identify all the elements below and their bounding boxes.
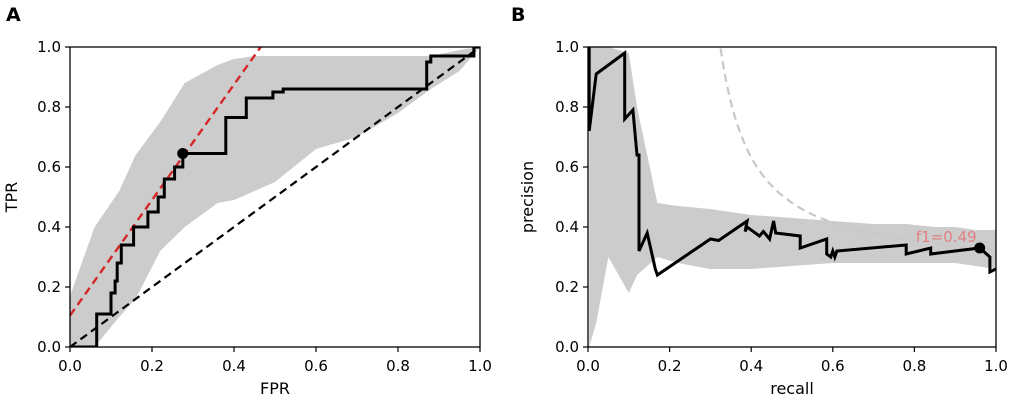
panel-letter: B bbox=[511, 4, 525, 26]
y-tick-label: 0.2 bbox=[37, 278, 61, 296]
x-tick-label: 0.2 bbox=[140, 357, 164, 375]
y-tick-label: 0.8 bbox=[37, 98, 61, 116]
confidence-band bbox=[589, 47, 996, 347]
plot-area bbox=[588, 47, 996, 347]
panel-b: f1=0.49 0.0 0.2 0.4 0.6 0.8 1.0 0.0 0.2 0.4 0.6 0.8… bbox=[511, 4, 1008, 398]
y-tick-label: 0.2 bbox=[555, 278, 579, 296]
x-tick-label: 0.8 bbox=[386, 357, 410, 375]
axes-frame bbox=[587, 46, 997, 348]
x-tick-label: 0.0 bbox=[576, 357, 600, 375]
x-tick-label: 0.0 bbox=[58, 357, 82, 375]
y-tick-label: 1.0 bbox=[555, 38, 579, 56]
operating-point-marker bbox=[974, 242, 986, 254]
x-tick-label: 0.8 bbox=[902, 357, 926, 375]
y-tick-label: 0.4 bbox=[555, 218, 579, 236]
y-tick-label: 0.0 bbox=[37, 338, 61, 356]
axes-frame bbox=[69, 46, 481, 348]
x-tick-label: 1.0 bbox=[468, 357, 492, 375]
operating-point-marker bbox=[177, 148, 189, 159]
y-tick-label: 0.6 bbox=[555, 158, 579, 176]
roc-curve-line bbox=[70, 47, 480, 347]
panel-letter: A bbox=[6, 4, 21, 26]
y-tick-label: 0.6 bbox=[37, 158, 61, 176]
y-tick-label: 1.0 bbox=[37, 38, 61, 56]
panel-a: 0.0 0.2 0.4 0.6 0.8 1.0 0.0 0.2 0.4 0.6 0.8 1.0 FPR T… bbox=[2, 4, 492, 398]
y-tick-label: 0.4 bbox=[37, 218, 61, 236]
plot-area bbox=[70, 47, 480, 347]
iso-f1-curve bbox=[719, 48, 996, 251]
x-tick-label: 0.6 bbox=[821, 357, 845, 375]
x-tick-label: 1.0 bbox=[984, 357, 1008, 375]
f1-annotation: f1=0.49 bbox=[916, 228, 977, 246]
y-axis-label: precision bbox=[518, 161, 537, 233]
x-tick-label: 0.4 bbox=[739, 357, 763, 375]
y-tick-label: 0.8 bbox=[555, 98, 579, 116]
x-tick-label: 0.4 bbox=[222, 357, 246, 375]
x-tick-label: 0.2 bbox=[658, 357, 682, 375]
x-axis-label: recall bbox=[770, 379, 814, 398]
x-tick-label: 0.6 bbox=[304, 357, 328, 375]
chance-diagonal-line bbox=[70, 47, 480, 347]
x-axis-label: FPR bbox=[260, 379, 290, 398]
y-tick-label: 0.0 bbox=[555, 338, 579, 356]
pr-curve-line bbox=[588, 47, 996, 278]
tangent-line bbox=[70, 47, 262, 317]
y-axis-label: TPR bbox=[2, 182, 21, 214]
